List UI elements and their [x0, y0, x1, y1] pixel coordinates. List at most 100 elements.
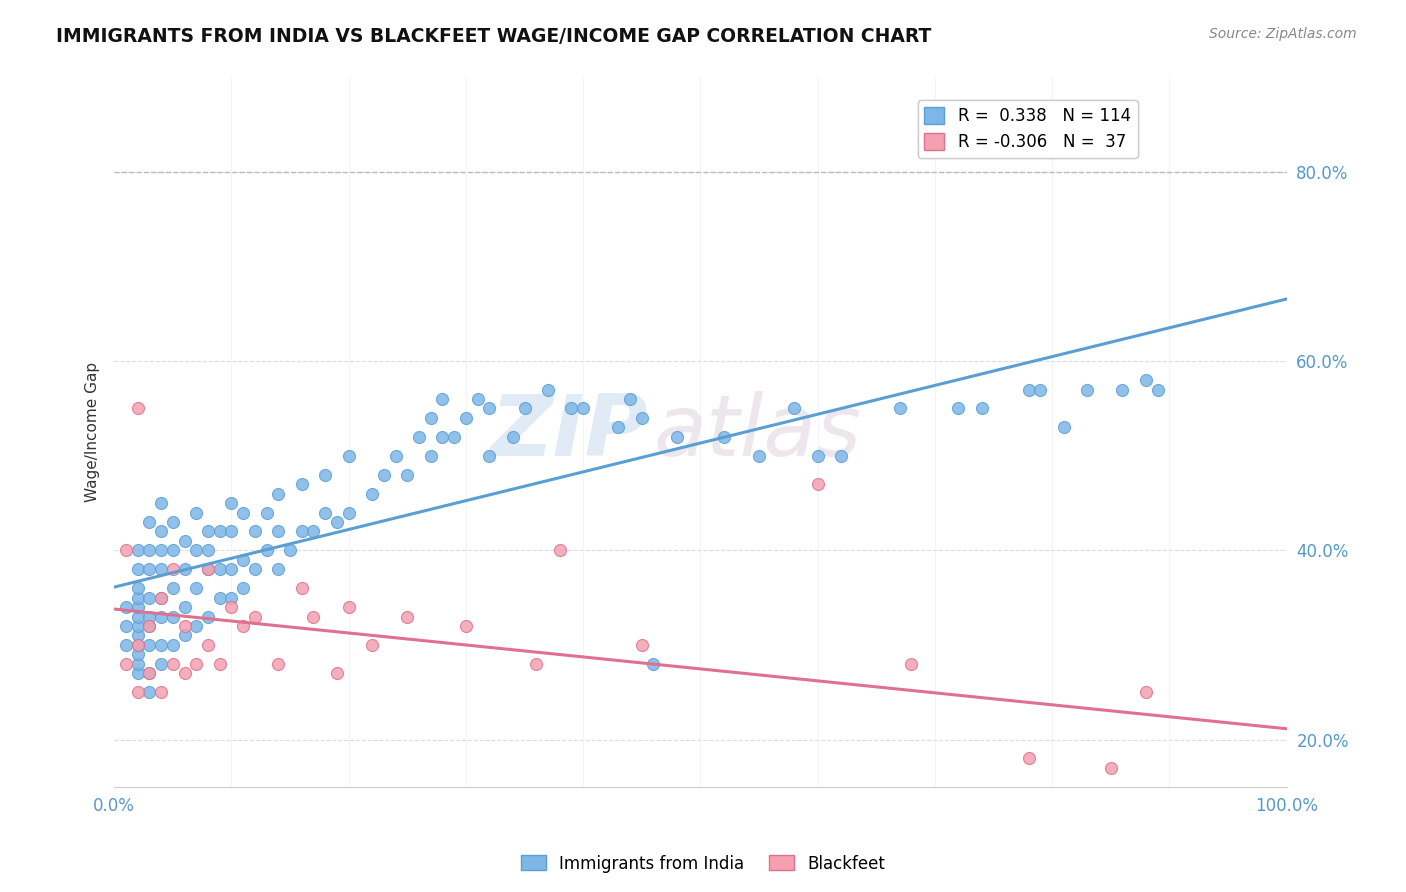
Point [1053, 420, 1076, 434]
Point [127, 685, 149, 699]
Point [150, 685, 173, 699]
Point [1146, 383, 1168, 397]
Point [162, 562, 184, 576]
Point [454, 411, 477, 425]
Point [1135, 373, 1157, 387]
Point [243, 524, 266, 539]
Point [221, 591, 243, 605]
Point [173, 666, 195, 681]
Point [524, 657, 547, 671]
Point [783, 401, 806, 416]
Point [162, 609, 184, 624]
Point [560, 401, 582, 416]
Point [150, 638, 173, 652]
Point [1018, 751, 1040, 765]
Point [127, 657, 149, 671]
Legend: R =  0.338   N = 114, R = -0.306   N =  37: R = 0.338 N = 114, R = -0.306 N = 37 [918, 100, 1137, 158]
Point [619, 392, 641, 406]
Point [138, 515, 160, 529]
Y-axis label: Wage/Income Gap: Wage/Income Gap [86, 362, 100, 502]
Point [467, 392, 489, 406]
Text: ZIP: ZIP [491, 391, 648, 474]
Point [232, 581, 254, 595]
Point [115, 638, 138, 652]
Point [232, 506, 254, 520]
Point [232, 553, 254, 567]
Point [830, 449, 852, 463]
Point [127, 581, 149, 595]
Point [127, 628, 149, 642]
Point [221, 496, 243, 510]
Point [1216, 827, 1239, 841]
Point [630, 638, 652, 652]
Text: atlas: atlas [654, 391, 862, 474]
Point [138, 666, 160, 681]
Point [115, 600, 138, 615]
Point [889, 401, 911, 416]
Point [197, 524, 219, 539]
Point [127, 666, 149, 681]
Point [572, 401, 595, 416]
Point [243, 609, 266, 624]
Point [396, 609, 419, 624]
Point [478, 449, 501, 463]
Point [243, 562, 266, 576]
Point [173, 562, 195, 576]
Point [1111, 383, 1133, 397]
Point [150, 524, 173, 539]
Point [643, 657, 665, 671]
Point [221, 562, 243, 576]
Point [630, 411, 652, 425]
Point [138, 638, 160, 652]
Point [267, 486, 290, 500]
Point [948, 401, 970, 416]
Point [419, 449, 441, 463]
Point [162, 657, 184, 671]
Point [127, 543, 149, 558]
Point [432, 392, 454, 406]
Point [127, 562, 149, 576]
Point [186, 543, 208, 558]
Point [807, 477, 830, 491]
Point [162, 638, 184, 652]
Point [607, 420, 630, 434]
Point [186, 506, 208, 520]
Point [197, 609, 219, 624]
Point [150, 591, 173, 605]
Point [173, 619, 195, 633]
Point [173, 533, 195, 548]
Point [197, 543, 219, 558]
Point [115, 619, 138, 633]
Point [127, 609, 149, 624]
Point [208, 524, 231, 539]
Point [513, 401, 536, 416]
Point [186, 657, 208, 671]
Point [713, 430, 735, 444]
Point [970, 401, 993, 416]
Point [197, 562, 219, 576]
Point [454, 619, 477, 633]
Point [138, 609, 160, 624]
Point [127, 600, 149, 615]
Point [138, 619, 160, 633]
Point [208, 657, 231, 671]
Point [419, 411, 441, 425]
Point [150, 562, 173, 576]
Point [127, 648, 149, 662]
Point [150, 657, 173, 671]
Point [337, 506, 360, 520]
Point [138, 685, 160, 699]
Point [138, 666, 160, 681]
Point [302, 524, 325, 539]
Point [127, 619, 149, 633]
Point [337, 449, 360, 463]
Point [373, 467, 395, 482]
Point [278, 543, 301, 558]
Point [1076, 383, 1098, 397]
Point [1018, 383, 1040, 397]
Point [221, 524, 243, 539]
Point [291, 477, 314, 491]
Point [150, 496, 173, 510]
Point [548, 543, 571, 558]
Point [1029, 383, 1052, 397]
